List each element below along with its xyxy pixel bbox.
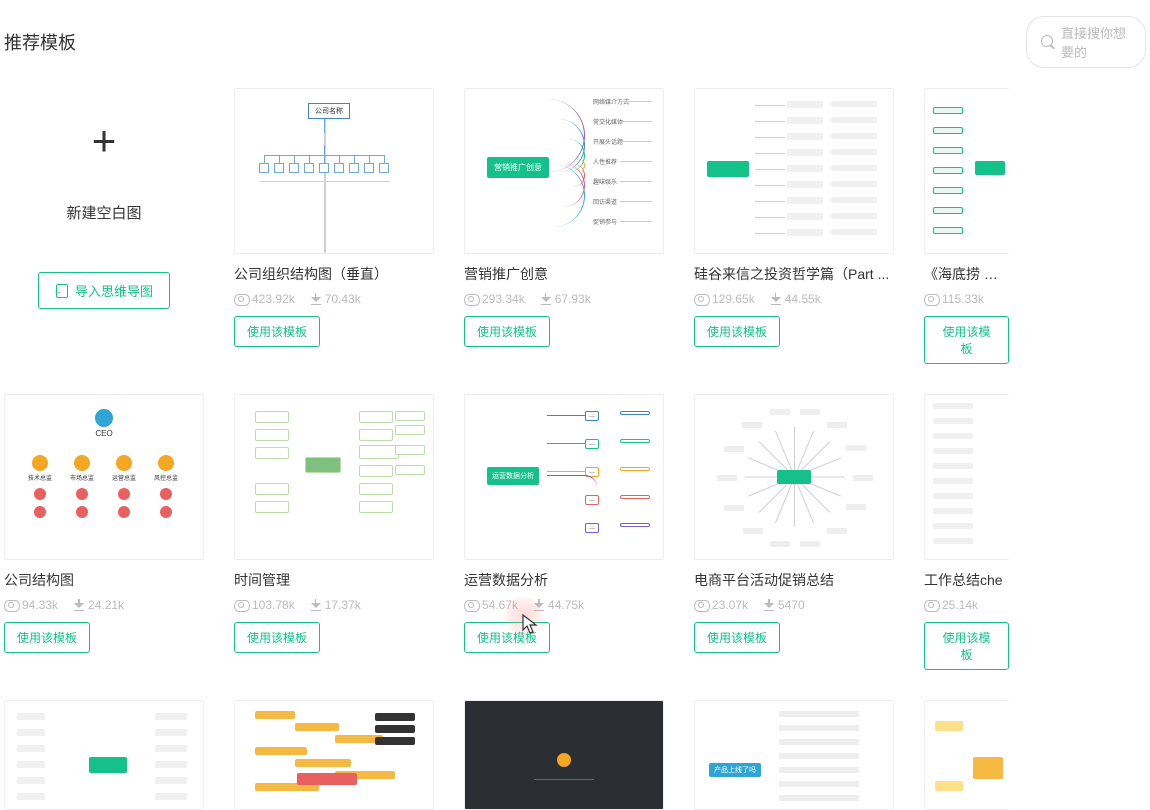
- template-card: [924, 700, 1009, 810]
- use-template-button[interactable]: 使用该模板: [694, 316, 780, 347]
- download-icon: [541, 293, 551, 305]
- eye-icon: [4, 600, 18, 610]
- template-thumbnail[interactable]: 产品上线了吗: [694, 700, 894, 810]
- search-input[interactable]: 直接搜你想要的: [1026, 16, 1146, 68]
- template-card: [464, 700, 664, 810]
- template-card: CEO 技术总监 市场总监 运营总监 风控总监 公司结构图 94.33k 24.…: [4, 394, 204, 670]
- template-thumbnail[interactable]: [924, 88, 1009, 254]
- template-thumbnail[interactable]: 运营数据分析 … … … … …: [464, 394, 664, 560]
- use-template-button[interactable]: 使用该模板: [464, 316, 550, 347]
- eye-icon: [924, 600, 938, 610]
- page-title: 推荐模板: [4, 29, 76, 55]
- download-count: 17.37k: [311, 598, 361, 612]
- view-count: 103.78k: [234, 598, 295, 612]
- eye-icon: [234, 600, 248, 610]
- template-card: 《海底捞 你学 115.33k 使用该模板: [924, 88, 1009, 364]
- download-count: 44.55k: [771, 292, 821, 306]
- use-template-button[interactable]: 使用该模板: [694, 622, 780, 653]
- view-count: 23.07k: [694, 598, 748, 612]
- import-icon: [55, 284, 69, 298]
- template-card: 产品上线了吗: [694, 700, 894, 810]
- eye-icon: [464, 600, 478, 610]
- search-icon: [1041, 35, 1055, 49]
- template-title: 《海底捞 你学: [924, 264, 1009, 284]
- eye-icon: [924, 294, 938, 304]
- template-title: 运营数据分析: [464, 570, 664, 590]
- template-thumbnail[interactable]: [924, 394, 1009, 560]
- template-card: 运营数据分析 … … … … … 运营数据分析 54.67k 44.75k 使用…: [464, 394, 664, 670]
- template-title: 电商平台活动促销总结: [694, 570, 894, 590]
- import-mindmap-button[interactable]: 导入思维导图: [38, 272, 170, 309]
- template-thumbnail[interactable]: [464, 700, 664, 810]
- eye-icon: [234, 294, 248, 304]
- template-card: 公司名称 公司组织结构图（垂直） 423.92k 70.43k 使用该模板: [234, 88, 434, 364]
- download-count: 67.93k: [541, 292, 591, 306]
- template-thumbnail[interactable]: 公司名称: [234, 88, 434, 254]
- template-card: 营销推广创意 网络媒介方式 常交化媒体 开展头话题 人性推荐: [464, 88, 664, 364]
- new-blank-thumb[interactable]: + 新建空白图: [4, 88, 204, 254]
- template-title: 公司结构图: [4, 570, 204, 590]
- download-icon: [534, 599, 544, 611]
- template-title: 硅谷来信之投资哲学篇（Part ...: [694, 264, 894, 284]
- view-count: 293.34k: [464, 292, 525, 306]
- template-card: [4, 700, 204, 810]
- template-card: 时间管理 103.78k 17.37k 使用该模板: [234, 394, 434, 670]
- view-count: 54.67k: [464, 598, 518, 612]
- template-thumbnail[interactable]: [694, 88, 894, 254]
- template-title: 公司组织结构图（垂直）: [234, 264, 434, 284]
- template-card: 工作总结che 25.14k 使用该模板: [924, 394, 1009, 670]
- download-icon: [771, 293, 781, 305]
- new-blank-title: 新建空白图: [66, 202, 141, 223]
- download-icon: [74, 599, 84, 611]
- eye-icon: [464, 294, 478, 304]
- template-thumbnail[interactable]: 营销推广创意 网络媒介方式 常交化媒体 开展头话题 人性推荐: [464, 88, 664, 254]
- eye-icon: [694, 600, 708, 610]
- template-thumbnail[interactable]: [694, 394, 894, 560]
- import-label: 导入思维导图: [75, 281, 153, 300]
- template-thumbnail[interactable]: CEO 技术总监 市场总监 运营总监 风控总监: [4, 394, 204, 560]
- template-title: 工作总结che: [924, 570, 1009, 590]
- eye-icon: [694, 294, 708, 304]
- template-title: 时间管理: [234, 570, 434, 590]
- view-count: 25.14k: [924, 598, 978, 612]
- download-count: 24.21k: [74, 598, 124, 612]
- template-thumbnail[interactable]: [924, 700, 1009, 810]
- download-count: 5470: [764, 598, 805, 612]
- download-count: 70.43k: [311, 292, 361, 306]
- template-thumbnail[interactable]: [4, 700, 204, 810]
- download-icon: [764, 599, 774, 611]
- use-template-button[interactable]: 使用该模板: [464, 622, 550, 653]
- template-thumbnail[interactable]: [234, 394, 434, 560]
- plus-icon: +: [92, 120, 117, 162]
- download-icon: [311, 293, 321, 305]
- download-count: 44.75k: [534, 598, 584, 612]
- view-count: 94.33k: [4, 598, 58, 612]
- download-icon: [311, 599, 321, 611]
- template-title: 营销推广创意: [464, 264, 664, 284]
- search-placeholder: 直接搜你想要的: [1061, 23, 1131, 61]
- use-template-button[interactable]: 使用该模板: [924, 316, 1009, 364]
- use-template-button[interactable]: 使用该模板: [234, 622, 320, 653]
- template-card: [234, 700, 434, 810]
- template-card: 硅谷来信之投资哲学篇（Part ... 129.65k 44.55k 使用该模板: [694, 88, 894, 364]
- template-card: 电商平台活动促销总结 23.07k 5470 使用该模板: [694, 394, 894, 670]
- view-count: 423.92k: [234, 292, 295, 306]
- view-count: 115.33k: [924, 292, 984, 306]
- template-thumbnail[interactable]: [234, 700, 434, 810]
- use-template-button[interactable]: 使用该模板: [234, 316, 320, 347]
- view-count: 129.65k: [694, 292, 755, 306]
- use-template-button[interactable]: 使用该模板: [924, 622, 1009, 670]
- use-template-button[interactable]: 使用该模板: [4, 622, 90, 653]
